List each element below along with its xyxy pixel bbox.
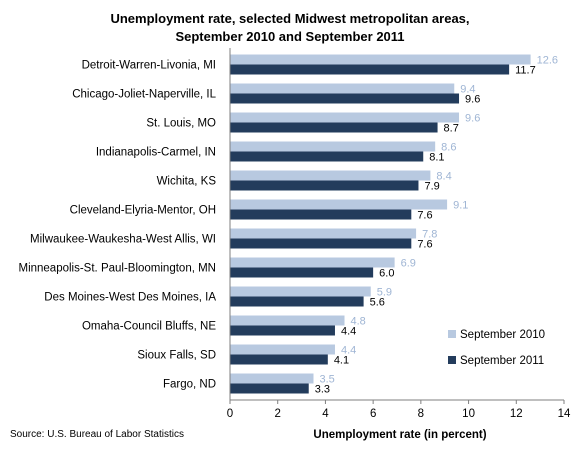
value-label-2010: 5.9 [377, 287, 392, 299]
x-tick-label: 14 [558, 408, 571, 420]
category-label: Sioux Falls, SD [137, 350, 216, 362]
bar-september-2011 [230, 296, 364, 307]
category-label: Des Moines-West Des Moines, IA [44, 292, 216, 304]
legend-label-2010: September 2010 [460, 329, 545, 341]
category-label: Indianapolis-Carmel, IN [96, 147, 216, 159]
bar-september-2010 [230, 344, 335, 355]
value-label-2010: 8.4 [436, 171, 451, 183]
value-label-2010: 8.6 [441, 142, 456, 154]
category-label: Detroit-Warren-Livonia, MI [82, 60, 216, 72]
bar-september-2011 [230, 267, 374, 278]
category-labels: Detroit-Warren-Livonia, MI Chicago-Joliet… [18, 60, 216, 391]
category-label: Chicago-Joliet-Naperville, IL [72, 89, 216, 101]
value-label-2010: 12.6 [537, 55, 558, 67]
x-tick-label: 4 [322, 408, 329, 420]
category-label: Fargo, ND [163, 379, 216, 391]
bar-september-2010 [230, 228, 417, 239]
bar-september-2010 [230, 141, 436, 152]
value-label-2011: 11.7 [515, 65, 536, 77]
bar-september-2010 [230, 83, 455, 94]
bar-september-2011 [230, 383, 309, 394]
x-tick-label: 6 [370, 408, 376, 420]
value-label-2011: 8.1 [429, 152, 444, 164]
value-labels: 12.611.79.49.69.68.78.68.18.47.99.17.67.… [315, 55, 558, 396]
value-label-2010: 9.1 [453, 200, 468, 212]
value-label-2011: 7.6 [417, 239, 432, 251]
value-label-2011: 4.4 [341, 326, 356, 338]
value-label-2011: 8.7 [444, 123, 459, 135]
bar-september-2010 [230, 286, 371, 297]
bar-september-2010 [230, 170, 431, 181]
bar-september-2010 [230, 54, 531, 65]
x-tick-label: 10 [462, 408, 475, 420]
value-label-2011: 4.1 [334, 355, 349, 367]
x-tick-label: 8 [418, 408, 424, 420]
category-label: Milwaukee-Waukesha-West Allis, WI [30, 234, 216, 246]
bar-september-2011 [230, 122, 438, 133]
bar-september-2010 [230, 315, 345, 326]
bars-group [230, 54, 531, 394]
value-label-2010: 7.8 [422, 229, 437, 241]
value-label-2011: 7.9 [424, 181, 439, 193]
value-label-2011: 9.6 [465, 94, 480, 106]
bar-september-2010 [230, 373, 314, 384]
legend-swatch-2011 [448, 356, 456, 364]
bar-september-2011 [230, 354, 328, 365]
category-label: Cleveland-Elyria-Mentor, OH [70, 205, 216, 217]
x-tick-label: 12 [510, 408, 523, 420]
value-label-2010: 9.6 [465, 113, 480, 125]
value-label-2010: 6.9 [401, 258, 416, 270]
legend-swatch-2010 [448, 330, 456, 338]
value-label-2010: 4.4 [341, 345, 356, 357]
x-tick-labels: 0 2 4 6 8 10 12 14 [227, 408, 571, 420]
bar-september-2011 [230, 238, 412, 249]
bar-september-2011 [230, 151, 424, 162]
bar-september-2011 [230, 180, 419, 191]
category-label: St. Louis, MO [146, 118, 216, 130]
bar-september-2010 [230, 257, 395, 268]
bar-september-2010 [230, 199, 448, 210]
category-label: Omaha-Council Bluffs, NE [82, 321, 216, 333]
x-axis-title: Unemployment rate (in percent) [313, 429, 486, 441]
value-label-2011: 7.6 [417, 210, 432, 222]
value-label-2010: 3.5 [320, 374, 335, 386]
value-label-2011: 6.0 [379, 268, 394, 280]
value-label-2011: 5.6 [370, 297, 385, 309]
chart-title-line-2: September 2010 and September 2011 [175, 29, 404, 44]
value-label-2010: 4.8 [351, 316, 366, 328]
x-axis [229, 48, 565, 404]
source-note: Source: U.S. Bureau of Labor Statistics [10, 429, 184, 440]
bar-september-2010 [230, 112, 460, 123]
x-tick-label: 0 [227, 408, 233, 420]
chart-title-line-1: Unemployment rate, selected Midwest metr… [110, 11, 469, 26]
value-label-2010: 9.4 [460, 84, 475, 96]
category-label: Minneapolis-St. Paul-Bloomington, MN [18, 263, 216, 275]
legend-label-2011: September 2011 [460, 355, 544, 367]
value-label-2011: 3.3 [315, 384, 330, 396]
bar-september-2011 [230, 209, 412, 220]
bar-september-2011 [230, 64, 510, 75]
x-tick-label: 2 [275, 408, 281, 420]
bar-september-2011 [230, 325, 335, 336]
legend: September 2010 September 2011 [448, 329, 545, 367]
category-label: Wichita, KS [157, 176, 217, 188]
bar-september-2011 [230, 93, 460, 104]
